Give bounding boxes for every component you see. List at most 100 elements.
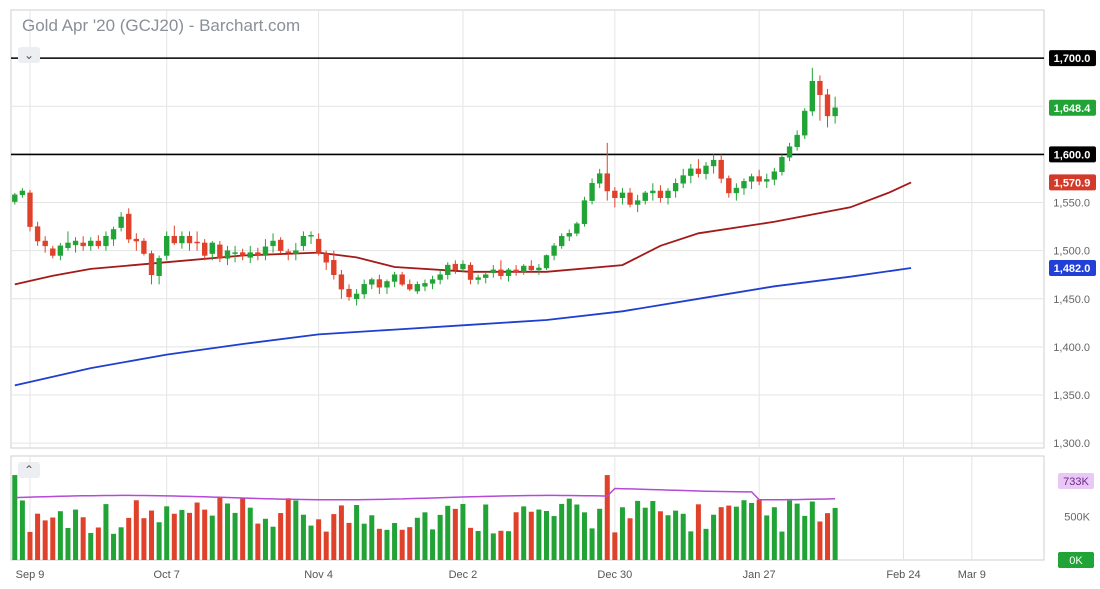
candle-down <box>407 284 413 290</box>
candle-down <box>194 241 200 244</box>
volume-bar <box>695 504 701 560</box>
volume-bar <box>741 500 747 560</box>
candle-up <box>437 274 443 280</box>
candle-down <box>27 192 33 227</box>
price-label-text: 1,482.0 <box>1054 263 1091 275</box>
volume-average-line <box>14 487 836 501</box>
volume-bar <box>149 510 155 560</box>
volume-bar <box>749 502 755 560</box>
volume-bar <box>779 531 785 560</box>
candle-up <box>110 229 117 240</box>
candle-up <box>391 274 398 282</box>
chart-title: Gold Apr '20 (GCJ20) - Barchart.com <box>22 16 301 35</box>
candle-up <box>88 240 94 247</box>
candle-down <box>399 274 405 285</box>
volume-bar <box>498 530 504 560</box>
candle-up <box>490 269 497 274</box>
candle-up <box>650 190 656 194</box>
candle-down <box>718 159 724 179</box>
candle-up <box>12 194 18 202</box>
volume-bar <box>521 506 527 560</box>
volume-bar <box>323 531 329 560</box>
candle-down <box>346 288 352 298</box>
volume-label-text: 733K <box>1063 476 1089 488</box>
volume-bar <box>589 528 595 560</box>
volume-bar <box>574 504 580 560</box>
candle-up <box>353 293 360 300</box>
volume-bar <box>88 532 94 560</box>
candle-up <box>103 235 109 247</box>
volume-bar <box>817 521 823 560</box>
volume-bar <box>164 506 170 560</box>
collapse-price-pane-button[interactable]: ⌄ <box>18 47 40 63</box>
x-tick-label: Dec 30 <box>597 569 632 581</box>
volume-bar <box>460 503 466 560</box>
candle-up <box>308 235 314 237</box>
volume-bar <box>528 511 534 560</box>
volume-bar <box>490 533 496 560</box>
volume-bar <box>202 509 208 560</box>
candle-up <box>156 258 162 276</box>
volume-bar <box>300 514 306 560</box>
price-label-box <box>1049 50 1096 67</box>
candle-up <box>733 187 740 194</box>
candle-up <box>262 246 269 256</box>
volume-bar <box>179 509 185 560</box>
volume-label-box <box>1058 552 1094 568</box>
volume-bar <box>665 515 671 560</box>
candle-up <box>589 183 595 201</box>
volume-bar <box>581 512 587 560</box>
candle-up <box>672 183 679 192</box>
candle-down <box>148 253 155 275</box>
price-label-box <box>1049 259 1096 276</box>
volume-bar <box>73 509 79 560</box>
price-label-text: 1,700.0 <box>1054 53 1091 65</box>
volume-bar <box>331 514 337 560</box>
volume-bar <box>308 525 314 560</box>
volume-bar <box>369 515 375 560</box>
price-pane-frame <box>10 9 1045 449</box>
candle-up <box>521 265 527 273</box>
volume-bar <box>468 527 474 560</box>
volume-bar <box>673 510 679 560</box>
volume-bar <box>422 512 428 560</box>
price-label-box <box>1049 146 1096 163</box>
collapse-volume-pane-button[interactable]: ⌃ <box>18 462 40 478</box>
volume-bar <box>399 529 405 560</box>
volume-bar <box>566 498 572 560</box>
candle-down <box>126 213 132 240</box>
candle-down <box>285 251 291 253</box>
candle-up <box>164 235 170 256</box>
candle-down <box>604 173 610 192</box>
volume-bar <box>597 508 603 560</box>
price-label-text: 1,648.4 <box>1054 103 1092 115</box>
volume-bar <box>293 500 299 560</box>
volume-bar <box>733 506 739 560</box>
volume-bar <box>703 528 709 560</box>
volume-bar <box>65 527 71 560</box>
volume-bar <box>543 510 549 560</box>
candle-down <box>331 260 337 275</box>
candle-down <box>95 240 102 247</box>
volume-bar <box>802 515 808 560</box>
price-label-text: 1,570.9 <box>1054 177 1091 189</box>
candle-up <box>551 245 557 256</box>
volume-bar <box>635 500 641 560</box>
candle-up <box>19 190 26 196</box>
price-tick-label: 1,300.0 <box>1053 438 1090 450</box>
candle-up <box>710 159 717 167</box>
volume-bar <box>771 507 777 560</box>
volume-bar <box>126 517 132 560</box>
candle-up <box>270 240 276 247</box>
volume-bar <box>19 500 25 560</box>
candle-down <box>695 168 702 174</box>
candle-down <box>34 226 41 242</box>
volume-bar <box>506 531 512 560</box>
candle-down <box>657 190 664 198</box>
candle-up <box>445 264 451 275</box>
volume-bar <box>255 523 261 560</box>
candle-down <box>467 264 474 280</box>
volume-bar <box>756 499 762 560</box>
volume-bar <box>809 501 815 560</box>
